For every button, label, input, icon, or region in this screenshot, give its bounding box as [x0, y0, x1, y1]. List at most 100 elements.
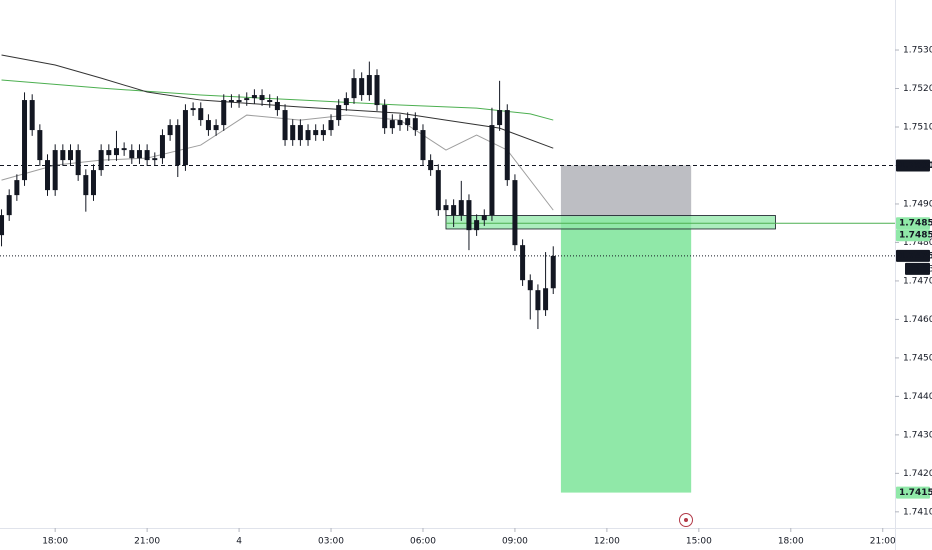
candle-body — [451, 205, 457, 216]
candle-body — [175, 125, 181, 166]
candle-body — [420, 130, 426, 161]
candle-body — [512, 180, 518, 246]
candle-body — [397, 120, 403, 126]
candle-body — [435, 170, 441, 211]
candle-body — [159, 135, 165, 159]
price-label: 1.74850 — [899, 231, 932, 241]
candle-body — [90, 170, 96, 196]
x-tick-label: 4 — [236, 537, 242, 547]
candle-body — [236, 100, 242, 102]
candle-body — [75, 150, 81, 176]
candle-body — [274, 101, 280, 111]
candle-body — [359, 78, 365, 96]
candle-body — [474, 220, 480, 231]
y-tick-label: 1.75100 — [903, 122, 932, 132]
candle-body — [543, 288, 549, 311]
y-tick-label: 1.74800 — [903, 238, 932, 248]
candle-body — [205, 120, 211, 131]
candle-body — [98, 150, 104, 171]
x-tick-label: 18:00 — [42, 537, 68, 547]
y-tick-label: 1.75300 — [903, 46, 932, 56]
candle-body — [121, 148, 127, 151]
candle-body — [489, 125, 495, 216]
candle-body — [251, 95, 257, 99]
candle-body — [443, 205, 449, 211]
candle-body — [343, 98, 349, 106]
x-tick-label: 06:00 — [410, 537, 436, 547]
candle-body — [527, 280, 533, 291]
highlight-zone — [445, 215, 776, 230]
candle-body — [67, 150, 73, 161]
y-tick-label: 1.74100 — [903, 507, 932, 517]
candle-body — [366, 75, 372, 96]
price-label-bg — [896, 217, 930, 230]
candle-body — [221, 100, 227, 126]
candle-body — [297, 125, 303, 141]
candle-body — [167, 125, 173, 136]
candle-body — [152, 158, 158, 161]
candle-body — [129, 150, 135, 159]
stop-zone — [560, 165, 692, 218]
candle-body — [504, 110, 510, 181]
x-tick-label: 21:00 — [134, 537, 160, 547]
candle-body — [382, 105, 388, 129]
moving-average — [1, 54, 554, 149]
candle-body — [198, 108, 204, 121]
candle-body — [182, 110, 188, 166]
candle-body — [389, 120, 395, 129]
candle-body — [466, 200, 472, 231]
y-tick-label: 1.74700 — [903, 276, 932, 286]
candle-body — [14, 180, 20, 196]
candle-body — [351, 78, 357, 99]
candle-body — [336, 105, 342, 121]
candle-body — [313, 130, 319, 136]
x-tick-label: 21:00 — [870, 537, 896, 547]
moving-average — [1, 79, 554, 121]
x-tick-label: 18:00 — [778, 537, 804, 547]
x-tick-label: 09:00 — [502, 537, 528, 547]
candle-body — [144, 150, 150, 161]
candle-body — [106, 150, 112, 156]
candle-body — [37, 130, 43, 161]
candle-body — [497, 110, 503, 126]
price-label-bg — [896, 486, 930, 499]
x-tick-label: 15:00 — [686, 537, 712, 547]
candle-body — [550, 255, 556, 289]
candle-body — [190, 108, 196, 111]
candle-body — [305, 130, 311, 141]
replay-icon[interactable] — [679, 513, 693, 527]
candle-body — [374, 75, 380, 106]
candle-body — [83, 175, 89, 196]
candle-body — [29, 100, 35, 131]
y-tick-label: 1.74400 — [903, 392, 932, 402]
candle-body — [458, 200, 464, 216]
candle-body — [136, 150, 142, 159]
y-tick-label: 1.74500 — [903, 353, 932, 363]
candle-body — [244, 98, 250, 101]
candle-body — [520, 245, 526, 281]
candle-body — [405, 118, 411, 126]
candle-body — [45, 160, 51, 191]
y-tick-label: 1.74600 — [903, 315, 932, 325]
price-label: 1.74765 — [899, 251, 932, 261]
candle-body — [320, 130, 326, 136]
y-tick-label: 1.75200 — [903, 84, 932, 94]
candle-body — [0, 215, 5, 236]
x-tick-label: 03:00 — [318, 537, 344, 547]
price-label-bg — [896, 249, 930, 262]
y-tick-label: 1.74300 — [903, 430, 932, 440]
candle-body — [259, 95, 265, 101]
candle-body — [213, 125, 219, 131]
target-zone — [560, 217, 692, 493]
y-tick-label: 1.74200 — [903, 469, 932, 479]
candle-body — [481, 215, 487, 221]
candle-body — [6, 195, 12, 216]
candle-body — [282, 110, 288, 141]
candle-body — [535, 290, 541, 311]
candle-body — [113, 148, 119, 156]
price-label-bg — [896, 159, 930, 172]
y-tick-label: 1.74900 — [903, 199, 932, 209]
price-label-bg — [896, 229, 930, 242]
